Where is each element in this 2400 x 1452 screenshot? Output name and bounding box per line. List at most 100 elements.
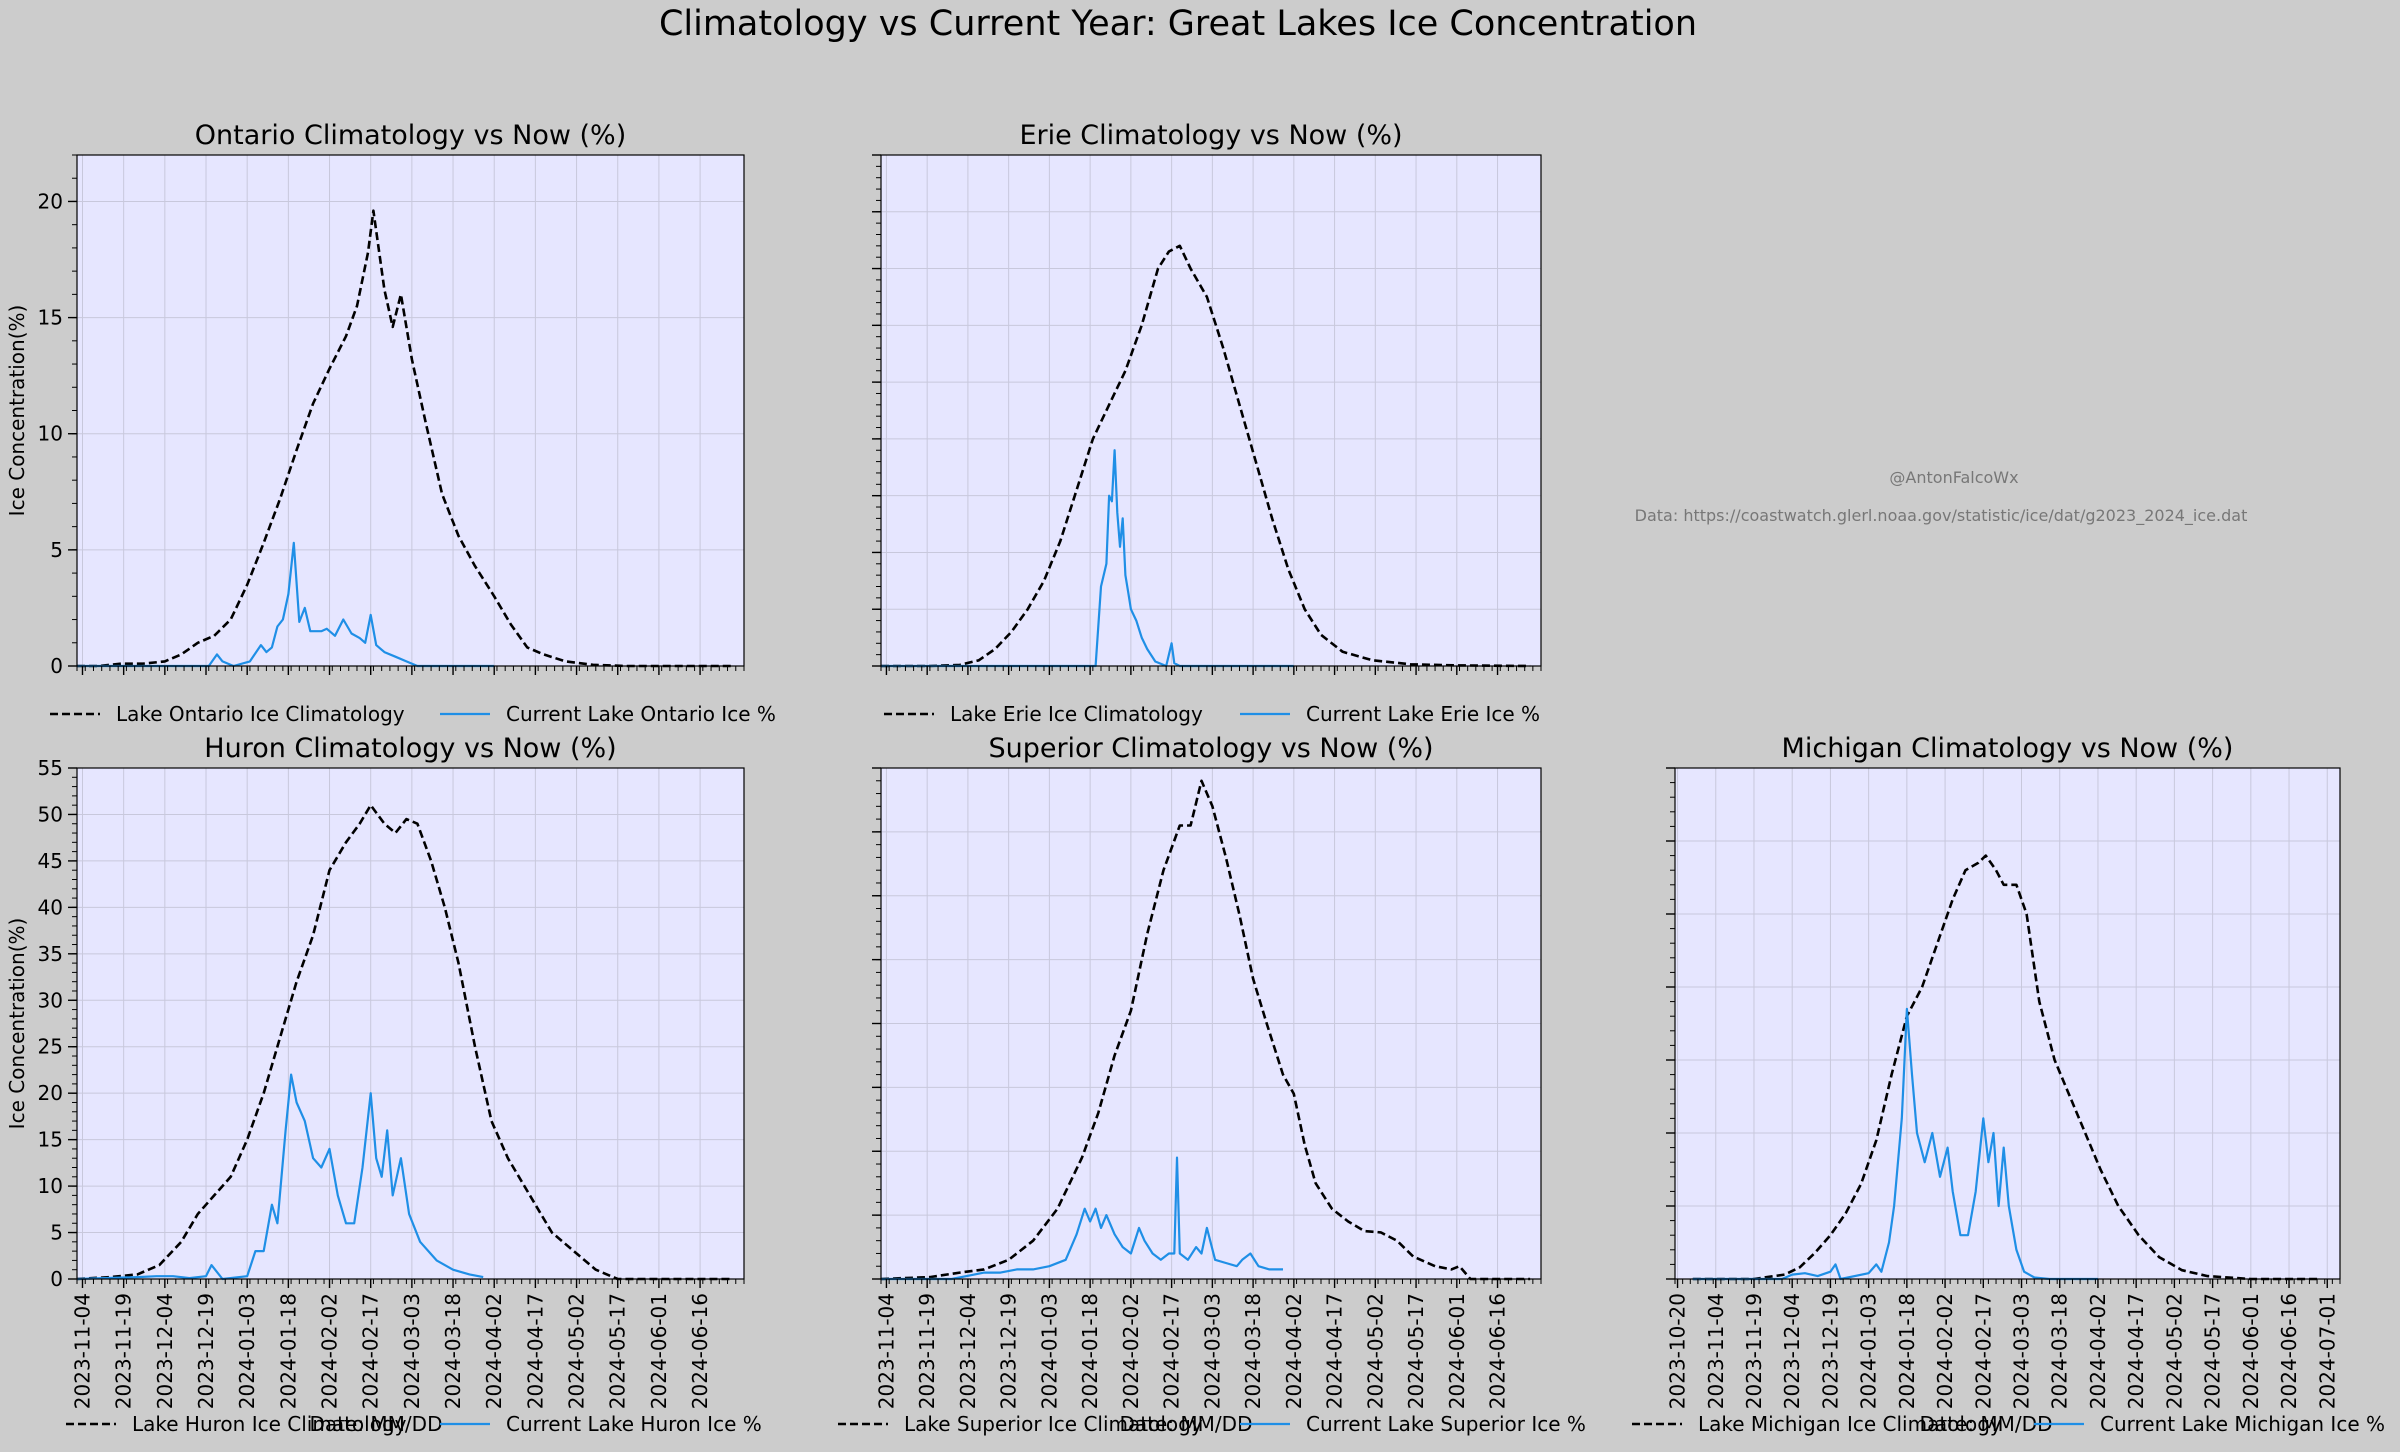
- y-tick-label: 20: [38, 1081, 63, 1105]
- x-tick-label: 2023-12-19: [1818, 1293, 1842, 1409]
- climatology-line-erie: [881, 244, 1531, 668]
- x-tick-label: 2024-02-02: [1119, 1293, 1143, 1409]
- climatology-line-ontario: [77, 209, 733, 668]
- chart-title: Erie Climatology vs Now (%): [1019, 120, 1402, 151]
- legend-climatology-label: Lake Superior Ice Climatology: [904, 1412, 1203, 1436]
- x-tick-label: 2024-06-01: [1445, 1293, 1469, 1409]
- legend-climatology-label: Lake Michigan Ice Climatology: [1698, 1412, 2002, 1436]
- y-tick-label: 15: [38, 1128, 63, 1152]
- x-tick-label: 2024-02-17: [1160, 1293, 1184, 1409]
- chart-title: Michigan Climatology vs Now (%): [1782, 733, 2234, 764]
- x-tick-label: 2024-05-17: [606, 1293, 630, 1409]
- x-tick-label: 2023-11-19: [915, 1293, 939, 1409]
- chart-title: Superior Climatology vs Now (%): [988, 733, 1433, 764]
- current-line-michigan: [1692, 1007, 2098, 1281]
- x-tick-label: 2024-04-02: [1282, 1293, 1306, 1409]
- axes-frame: [1674, 767, 2341, 1280]
- x-tick-label: 2023-12-19: [997, 1293, 1021, 1409]
- plot-area: [881, 155, 1541, 666]
- chart-title: Huron Climatology vs Now (%): [204, 733, 616, 764]
- x-tick-label: 2024-05-02: [1363, 1293, 1387, 1409]
- y-tick-label: 40: [38, 895, 63, 919]
- chart-huron: 0 5 10 15 20 25 30 35 40 45 50 55 2023-11-04 2023-11-…: [5, 733, 762, 1436]
- x-tick-label: 2024-01-18: [1078, 1293, 1102, 1409]
- y-tick-label: 50: [38, 802, 63, 826]
- x-tick-label: 2024-06-16: [2277, 1293, 2301, 1409]
- x-tick-label: 2024-02-02: [318, 1293, 342, 1409]
- x-tick-label: 2024-01-18: [276, 1293, 300, 1409]
- x-tick-label: 2024-05-17: [2201, 1293, 2225, 1409]
- chart-michigan: 2023-10-20 2023-11-04 2023-11-19 2023-12-04…: [1632, 733, 2385, 1436]
- x-tick-label: 2023-10-20: [1666, 1293, 1690, 1409]
- y-tick-label: 30: [38, 988, 63, 1012]
- x-tick-label: 2024-03-03: [1200, 1293, 1224, 1409]
- y-tick-label: 20: [38, 189, 63, 213]
- x-tick-label: 2024-03-18: [441, 1293, 465, 1409]
- x-tick-label: 2024-04-02: [482, 1293, 506, 1409]
- x-axis-label: Date: MM/DD: [1120, 1412, 1253, 1436]
- chart-title: Ontario Climatology vs Now (%): [195, 120, 626, 151]
- x-tick-label: 2024-03-03: [400, 1293, 424, 1409]
- x-tick-label: 2024-06-16: [688, 1293, 712, 1409]
- y-tick-label: 10: [38, 422, 63, 446]
- x-tick-label: 2024-02-02: [1933, 1293, 1957, 1409]
- x-tick-label: 2024-06-16: [1486, 1293, 1510, 1409]
- x-axis-label: Date: MM/DD: [310, 1412, 443, 1436]
- x-tick-label: 2024-05-02: [565, 1293, 589, 1409]
- y-axis-label: Ice Concentration(%): [5, 918, 29, 1130]
- x-tick-label: 2023-12-04: [956, 1293, 980, 1409]
- x-tick-label: 2024-04-17: [1323, 1293, 1347, 1409]
- x-tick-label: 2024-04-17: [2124, 1293, 2148, 1409]
- plot-area: [77, 768, 744, 1279]
- legend-climatology-label: Lake Huron Ice Climatology: [132, 1412, 407, 1436]
- legend-current-label: Current Lake Superior Ice %: [1306, 1412, 1586, 1436]
- climatology-line-huron: [76, 803, 733, 1281]
- legend-climatology-label: Lake Ontario Ice Climatology: [116, 702, 405, 726]
- legend-current-label: Current Lake Ontario Ice %: [506, 702, 776, 726]
- x-tick-label: 2024-02-17: [359, 1293, 383, 1409]
- x-tick-label: 2024-04-02: [2086, 1293, 2110, 1409]
- x-tick-label: 2023-12-04: [153, 1293, 177, 1409]
- y-tick-label: 35: [38, 942, 63, 966]
- axes-frame: [880, 154, 1542, 667]
- axes-frame: [76, 767, 745, 1280]
- current-line-ontario: [77, 541, 495, 668]
- chart-ontario: 0 5 10 15 20 Ontario Climatology vs Now (%) Ic…: [5, 120, 776, 726]
- chart-superior: 2023-11-04 2023-11-19 2023-12-04 2023-12-19…: [838, 733, 1586, 1436]
- x-tick-label: 2024-03-18: [2048, 1293, 2072, 1409]
- y-tick-label: 25: [38, 1035, 63, 1059]
- x-tick-label: 2023-12-04: [1780, 1293, 1804, 1409]
- x-tick-label: 2024-07-01: [2315, 1293, 2339, 1409]
- y-tick-label: 55: [38, 756, 63, 780]
- climatology-line-michigan: [1692, 854, 2320, 1281]
- x-tick-label: 2024-03-18: [1241, 1293, 1265, 1409]
- climatology-line-superior: [880, 779, 1531, 1281]
- y-tick-label: 5: [50, 538, 63, 562]
- figure-title: Climatology vs Current Year: Great Lakes…: [659, 4, 1697, 44]
- x-tick-label: 2024-01-18: [1895, 1293, 1919, 1409]
- credit-handle: @AntonFalcoWx: [1889, 468, 2018, 487]
- x-tick-label: 2023-11-04: [1704, 1293, 1728, 1409]
- x-tick-label: 2024-03-03: [2010, 1293, 2034, 1409]
- chart-panels: 0 5 10 15 20 Ontario Climatology vs Now (%) Ic…: [5, 120, 2385, 1436]
- y-tick-label: 15: [38, 306, 63, 330]
- plot-area: [77, 155, 744, 666]
- x-tick-label: 2023-11-19: [1742, 1293, 1766, 1409]
- x-tick-label: 2024-02-17: [1971, 1293, 1995, 1409]
- x-tick-label: 2023-11-19: [112, 1293, 136, 1409]
- y-tick-label: 5: [50, 1221, 63, 1245]
- x-tick-label: 2023-11-04: [70, 1293, 94, 1409]
- current-line-superior: [881, 1156, 1283, 1281]
- x-tick-label: 2024-06-01: [2239, 1293, 2263, 1409]
- legend-climatology-label: Lake Erie Ice Climatology: [950, 702, 1203, 726]
- y-tick-label: 45: [38, 849, 63, 873]
- current-line-huron: [76, 1073, 484, 1281]
- y-tick-label: 10: [38, 1174, 63, 1198]
- x-tick-label: 2024-04-17: [523, 1293, 547, 1409]
- x-tick-label: 2024-01-03: [1857, 1293, 1881, 1409]
- legend-current-label: Current Lake Michigan Ice %: [2100, 1412, 2385, 1436]
- x-axis-label: Date: MM/DD: [1920, 1412, 2053, 1436]
- y-tick-label: 0: [50, 654, 63, 678]
- x-tick-label: 2023-12-19: [194, 1293, 218, 1409]
- current-line-erie: [881, 449, 1294, 668]
